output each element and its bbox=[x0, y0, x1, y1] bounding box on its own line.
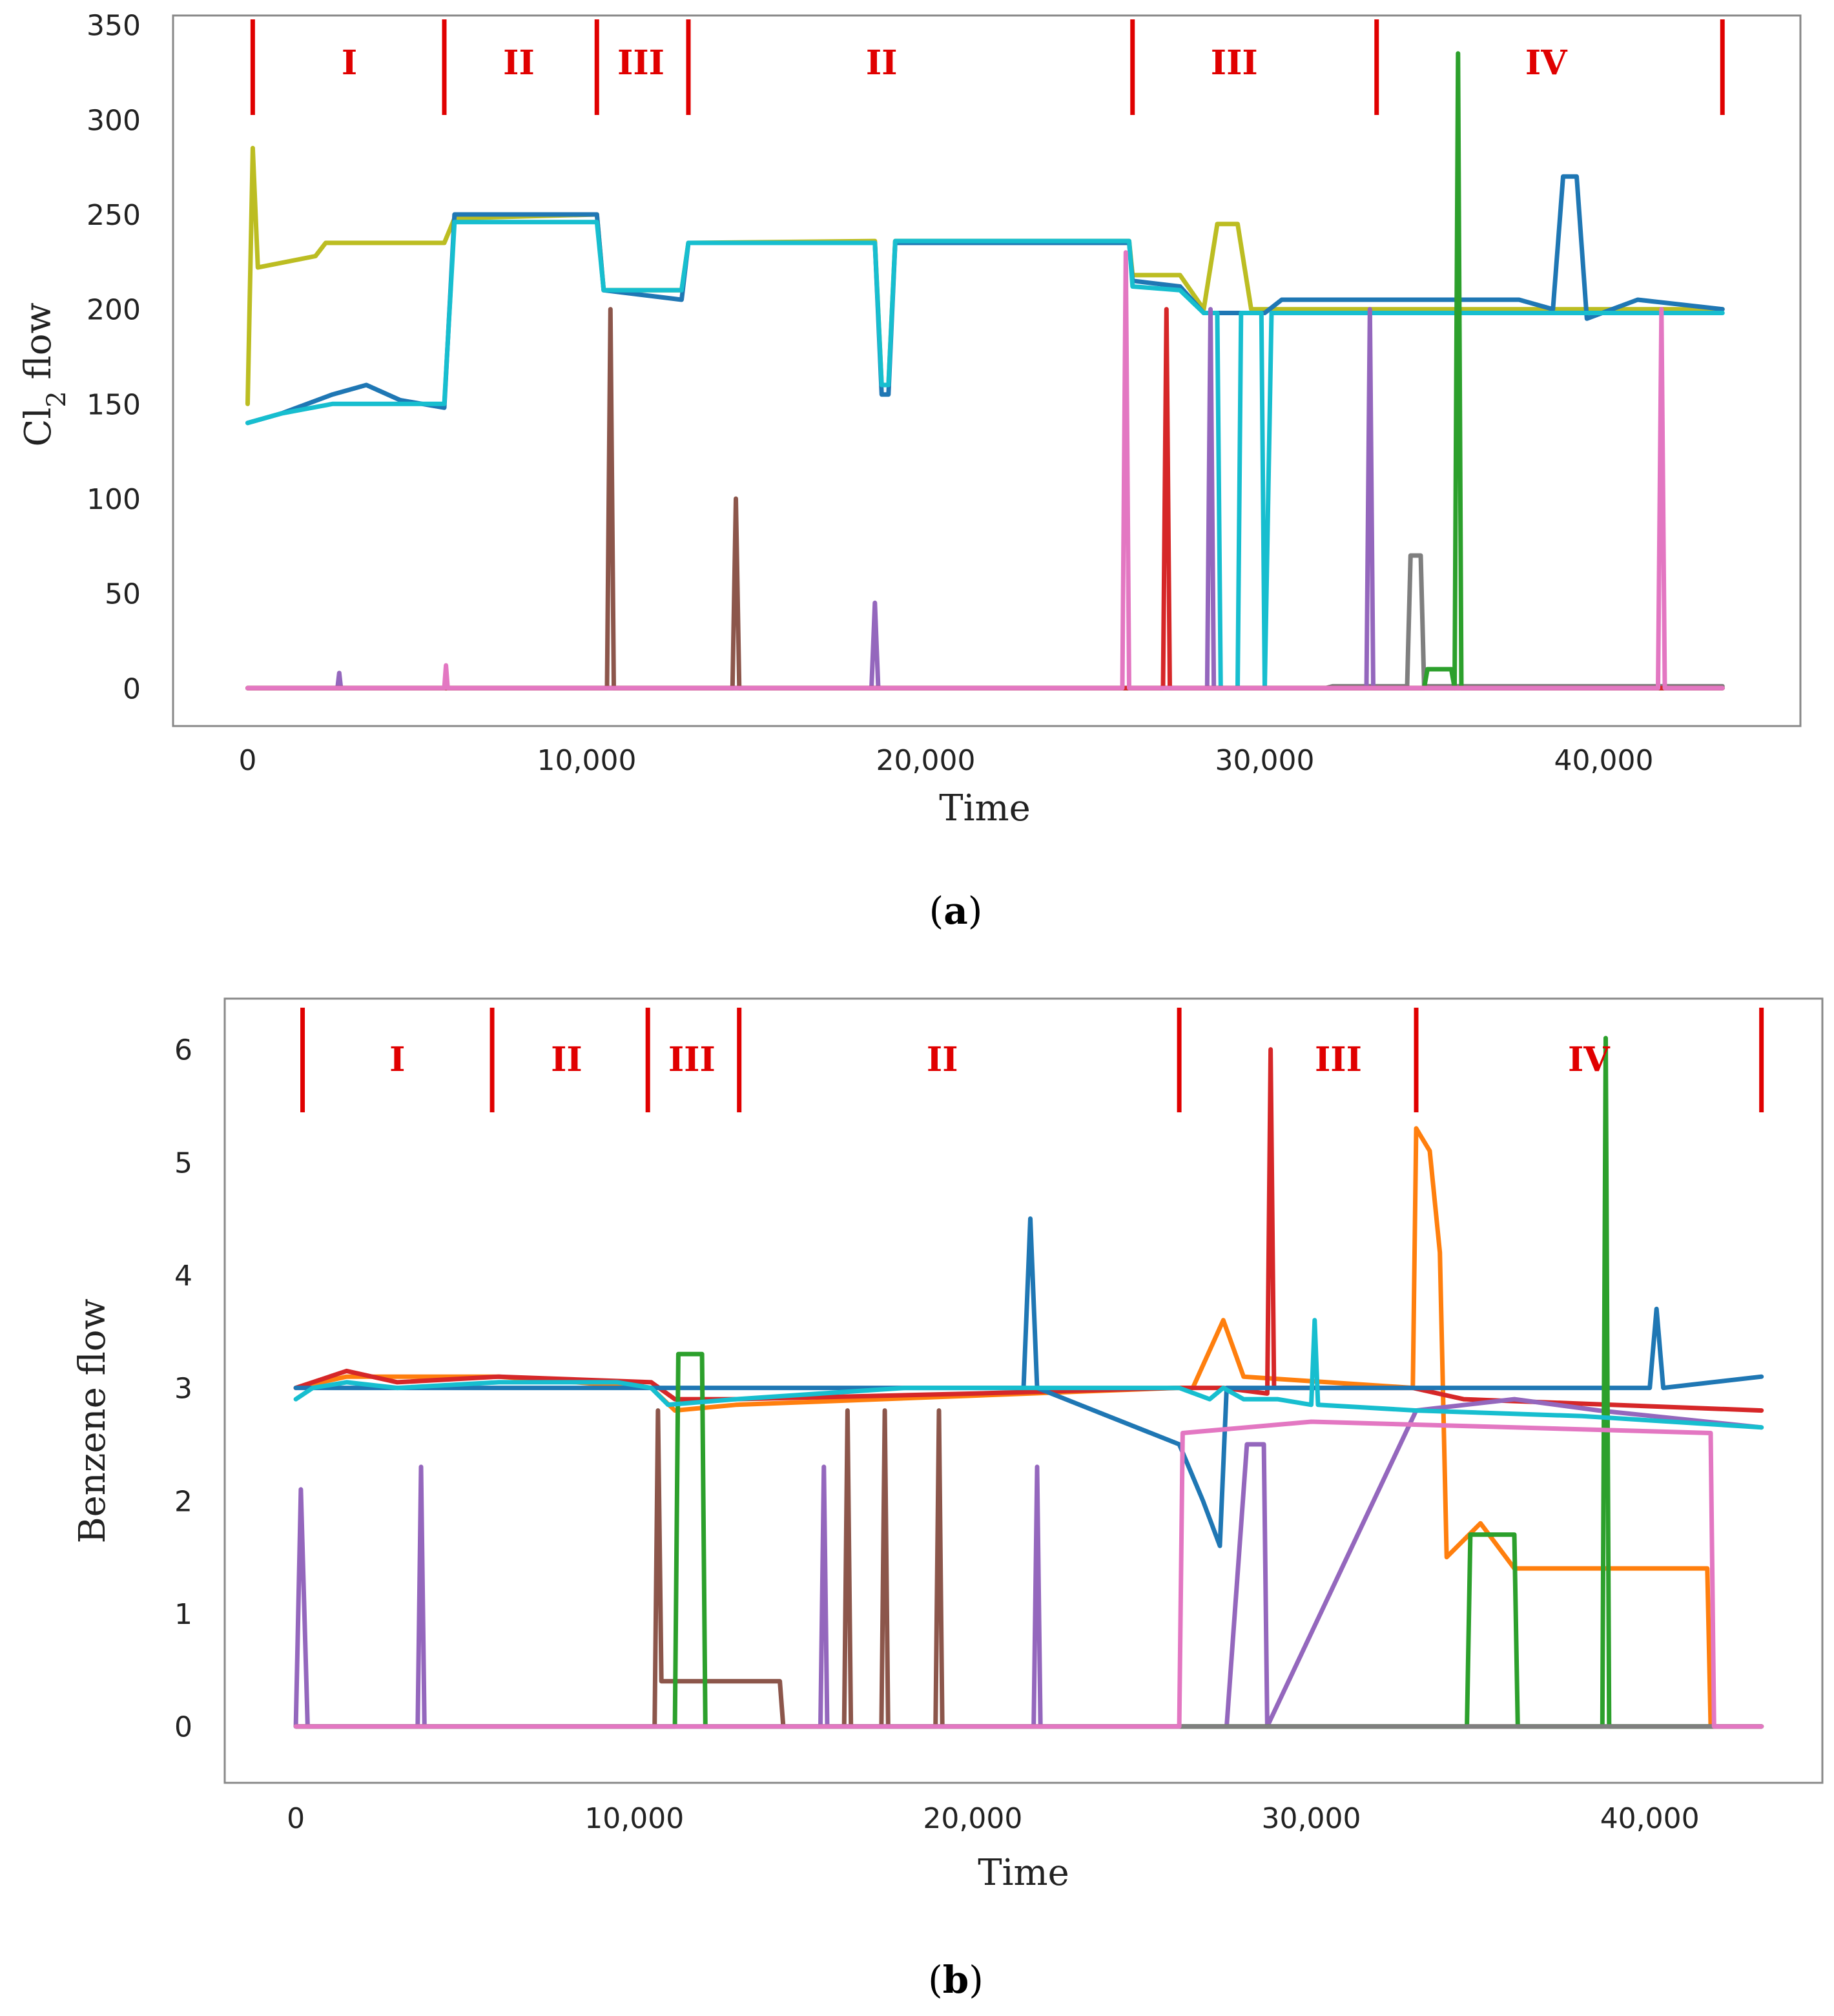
x-tick-label: 20,000 bbox=[923, 1802, 1022, 1835]
y-tick-label: 2 bbox=[174, 1485, 192, 1518]
series-purple bbox=[293, 1397, 1764, 1729]
x-axis-title: Time bbox=[978, 1852, 1069, 1894]
y-axis-title: Cl2 flow bbox=[17, 302, 72, 446]
x-axis-title: Time bbox=[939, 787, 1031, 829]
series-pink bbox=[293, 1419, 1764, 1729]
series-pink bbox=[245, 250, 1725, 691]
series-group bbox=[245, 51, 1725, 691]
y-ticks: 0 50 100 150 200 250 300 350 bbox=[87, 10, 141, 706]
series-group bbox=[293, 1035, 1764, 1729]
phase-label: III bbox=[668, 1040, 716, 1079]
phase-label: I bbox=[389, 1040, 405, 1079]
y-tick-label: 350 bbox=[87, 10, 141, 43]
x-tick-label: 20,000 bbox=[876, 744, 976, 777]
y-axis-title: Benzene flow bbox=[72, 1298, 114, 1543]
caption-a: (a) bbox=[929, 889, 983, 933]
phase-label: II bbox=[551, 1040, 582, 1079]
phase-label: III bbox=[1315, 1040, 1362, 1079]
phase-label: II bbox=[927, 1040, 958, 1079]
phase-labels: I II III II III IV bbox=[389, 1040, 1611, 1079]
phase-label: II bbox=[866, 43, 898, 83]
chart-panel-a: I II III II III IV 0 50 100 150 200 250 300 350 0 10,… bbox=[0, 0, 1834, 950]
y-tick-label: 250 bbox=[87, 199, 141, 232]
y-tick-label: 6 bbox=[174, 1034, 192, 1067]
y-tick-label: 1 bbox=[174, 1598, 192, 1631]
phase-label: II bbox=[503, 43, 535, 83]
y-tick-label: 150 bbox=[87, 388, 141, 421]
phase-boundaries bbox=[250, 19, 1725, 115]
phase-label: I bbox=[342, 43, 357, 83]
x-tick-label: 0 bbox=[239, 744, 257, 777]
series-green bbox=[293, 1035, 1764, 1729]
y-ticks: 0 1 2 3 4 5 6 bbox=[174, 1034, 192, 1744]
y-tick-label: 300 bbox=[87, 104, 141, 137]
series-blue bbox=[293, 1216, 1764, 1548]
phase-label: III bbox=[1211, 43, 1258, 83]
phase-labels: I II III II III IV bbox=[342, 43, 1568, 83]
y-tick-label: 50 bbox=[105, 578, 141, 611]
phase-label: IV bbox=[1568, 1040, 1611, 1079]
x-ticks: 0 10,000 20,000 30,000 40,000 bbox=[287, 1802, 1700, 1835]
x-tick-label: 10,000 bbox=[537, 744, 637, 777]
y-tick-label: 100 bbox=[87, 483, 141, 516]
x-tick-label: 30,000 bbox=[1262, 1802, 1361, 1835]
series-brown bbox=[293, 1408, 1764, 1729]
y-tick-label: 3 bbox=[174, 1373, 192, 1406]
phase-boundaries bbox=[300, 1008, 1764, 1112]
y-tick-label: 4 bbox=[174, 1260, 192, 1293]
x-tick-label: 30,000 bbox=[1215, 744, 1315, 777]
series-green bbox=[245, 51, 1725, 691]
phase-label: III bbox=[617, 43, 665, 83]
x-tick-label: 40,000 bbox=[1554, 744, 1654, 777]
plot-frame bbox=[172, 14, 1802, 727]
x-tick-label: 40,000 bbox=[1600, 1802, 1700, 1835]
series-cyan bbox=[245, 220, 1725, 691]
x-tick-label: 0 bbox=[287, 1802, 305, 1835]
y-tick-label: 5 bbox=[174, 1147, 192, 1179]
phase-label: IV bbox=[1525, 43, 1568, 83]
x-ticks: 0 10,000 20,000 30,000 40,000 bbox=[239, 744, 1654, 777]
y-tick-label: 0 bbox=[174, 1711, 192, 1744]
caption-b: (b) bbox=[928, 1958, 984, 2002]
y-tick-label: 0 bbox=[123, 672, 141, 705]
y-tick-label: 200 bbox=[87, 294, 141, 327]
series-cyan bbox=[293, 1318, 1764, 1430]
x-tick-label: 10,000 bbox=[584, 1802, 684, 1835]
